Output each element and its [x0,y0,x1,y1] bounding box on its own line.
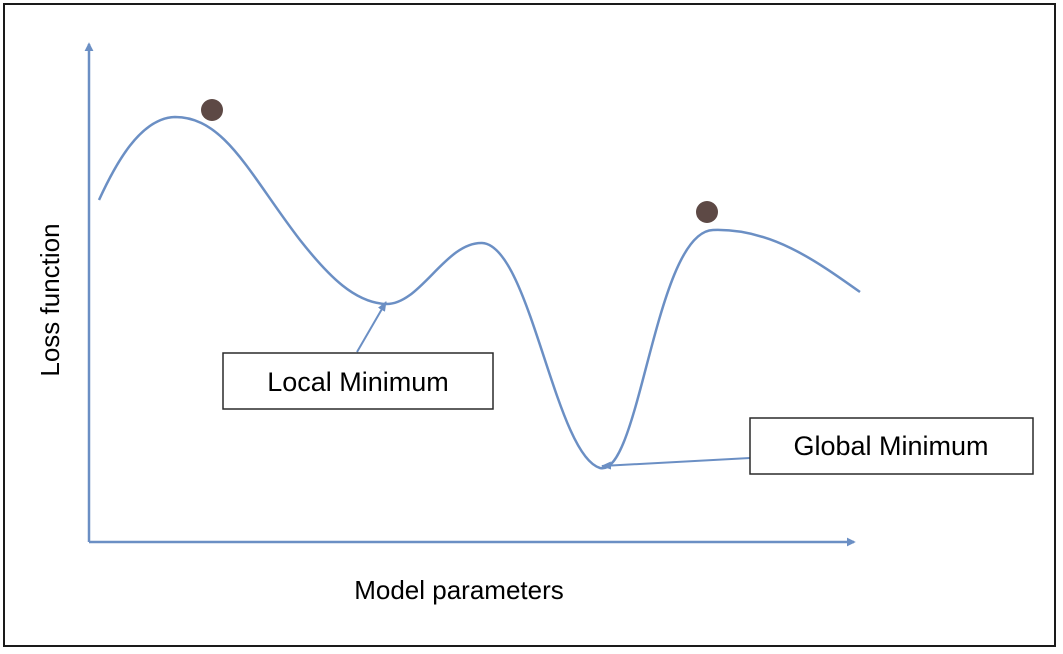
loss-curve [97,115,861,470]
global-minimum-box [749,417,1034,475]
y-axis-label: Loss function [35,223,65,376]
local-minimum-arrow [356,301,387,353]
global-minimum-arrow [601,457,751,470]
local-minimum-label: Local Minimum [267,367,449,397]
figure-frame [3,3,1056,647]
x-axis-label: Model parameters [354,575,564,605]
ball-left-peak [201,99,223,121]
ball-right-peak [696,201,718,223]
local-minimum-box [222,352,494,410]
global-minimum-label: Global Minimum [793,431,988,461]
